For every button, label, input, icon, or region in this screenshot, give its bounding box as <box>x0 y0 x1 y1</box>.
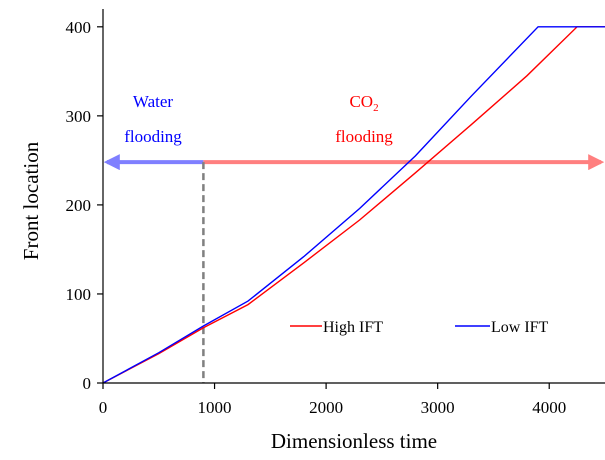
x-axis-title: Dimensionless time <box>271 429 437 453</box>
y-tick-label: 400 <box>66 18 92 37</box>
water-flooding-label-line1: Water <box>133 92 173 111</box>
y-tick-label: 200 <box>66 196 92 215</box>
co2-label-subscript: 2 <box>373 102 379 114</box>
y-axis-title: Front location <box>19 141 43 260</box>
x-tick-label: 4000 <box>532 398 566 417</box>
legend-label-high-ift: High IFT <box>323 319 383 336</box>
co2-flooding-label-line1: CO2 <box>349 92 378 114</box>
x-tick-label: 1000 <box>198 398 232 417</box>
y-tick-label: 0 <box>83 374 92 393</box>
co2-flooding-label-line2: flooding <box>335 127 393 146</box>
y-tick-label: 300 <box>66 107 92 126</box>
legend: High IFT Low IFT <box>290 319 549 336</box>
co2-label-main: CO <box>349 92 373 111</box>
x-tick-label: 3000 <box>421 398 455 417</box>
series-line-low-ift <box>102 26 605 384</box>
x-tick-label: 2000 <box>309 398 343 417</box>
axis-ticks: 0 1000 2000 3000 4000 0 100 200 300 400 <box>66 18 567 417</box>
legend-label-low-ift: Low IFT <box>491 319 549 336</box>
y-tick-label: 100 <box>66 285 92 304</box>
water-flooding-label-line2: flooding <box>124 127 182 146</box>
axes <box>102 9 605 384</box>
x-tick-label: 0 <box>99 398 108 417</box>
series-line-high-ift <box>102 26 605 384</box>
plot-area <box>102 26 605 384</box>
annotations: Water flooding CO2 flooding <box>124 92 393 146</box>
